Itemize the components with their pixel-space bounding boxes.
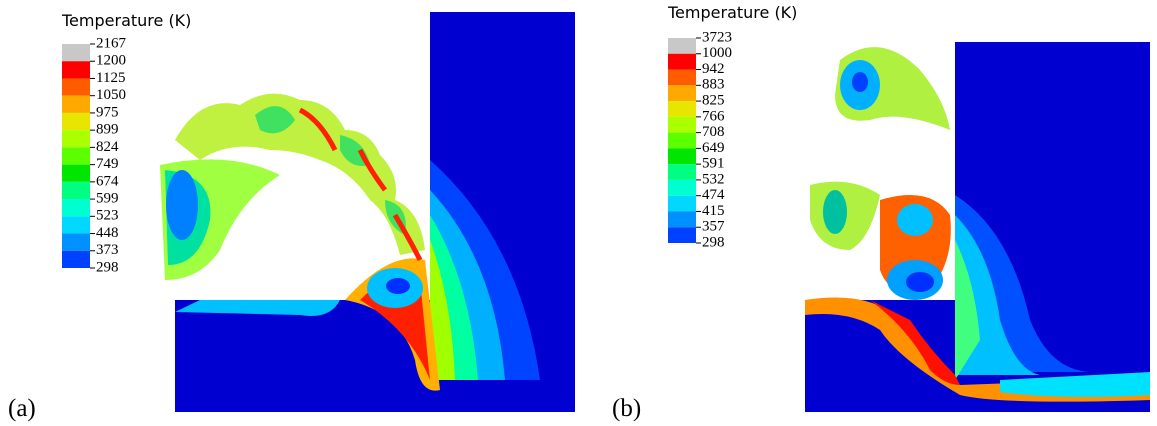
legend-tick-label: 749 (96, 156, 119, 172)
legend-band (62, 61, 90, 79)
legend-tick-label: 298 (96, 259, 119, 275)
legend-tick-label: 2167 (96, 35, 127, 51)
legend-tick-label: 357 (702, 219, 725, 235)
legend-band (62, 164, 90, 182)
legend-band (62, 112, 90, 131)
legend-band (62, 199, 90, 217)
legend-band (62, 130, 90, 148)
legend-band (62, 95, 90, 113)
legend-title: Temperature (K) (667, 3, 797, 22)
legend-band (668, 195, 696, 212)
legend-tick-label: 448 (96, 225, 119, 241)
legend-tick-label: 1050 (96, 87, 126, 103)
legend-band (668, 38, 696, 54)
legend-tick-label: 3723 (702, 29, 732, 45)
legend-band (62, 181, 90, 200)
legend-band (62, 78, 90, 96)
legend-tick-label: 298 (702, 234, 725, 250)
legend-tick-label: 766 (702, 108, 725, 124)
legend-tick-label: 1125 (96, 70, 125, 86)
legend-tick-label: 825 (702, 93, 725, 109)
panel-label: (a) (8, 395, 36, 422)
legend-band (62, 216, 90, 234)
legend-tick-label: 373 (96, 242, 119, 258)
legend-band (62, 233, 90, 251)
legend-tick-label: 824 (96, 139, 119, 155)
legend-tick-label: 532 (702, 171, 725, 187)
legend-title: Temperature (K) (61, 11, 191, 30)
legend-band (668, 116, 696, 133)
legend-tick-label: 975 (96, 104, 119, 120)
legend-tick-label: 708 (702, 124, 725, 140)
legend-band (668, 164, 696, 180)
legend-tick-label: 415 (702, 203, 725, 219)
legend-band (62, 44, 90, 62)
legend-band (668, 101, 696, 117)
legend-tick-label: 649 (702, 140, 725, 156)
legend-tick-label: 899 (96, 122, 119, 138)
legend-band (62, 250, 90, 268)
legend-band (668, 132, 696, 149)
legend-band (668, 53, 696, 70)
legend-tick-label: 1000 (702, 45, 732, 61)
legend-band (62, 147, 90, 165)
legend-tick-label: 523 (96, 208, 119, 224)
legend-tick-label: 1200 (96, 53, 126, 69)
legend-tick-label: 674 (96, 173, 119, 189)
legend-tick-label: 474 (702, 187, 725, 203)
legend-band (668, 85, 696, 102)
legend-band (668, 179, 696, 196)
legend-band (668, 211, 696, 228)
legend-tick-label: 591 (702, 156, 725, 172)
simulation-b (805, 42, 1150, 412)
legend-tick-label: 942 (702, 61, 725, 77)
legend-tick-label: 599 (96, 191, 119, 207)
panel-label: (b) (612, 395, 641, 422)
legend-band (668, 148, 696, 165)
legend-band (668, 69, 696, 86)
simulation-a (160, 12, 575, 412)
legend-tick-label: 883 (702, 77, 725, 93)
legend-band (668, 227, 696, 243)
